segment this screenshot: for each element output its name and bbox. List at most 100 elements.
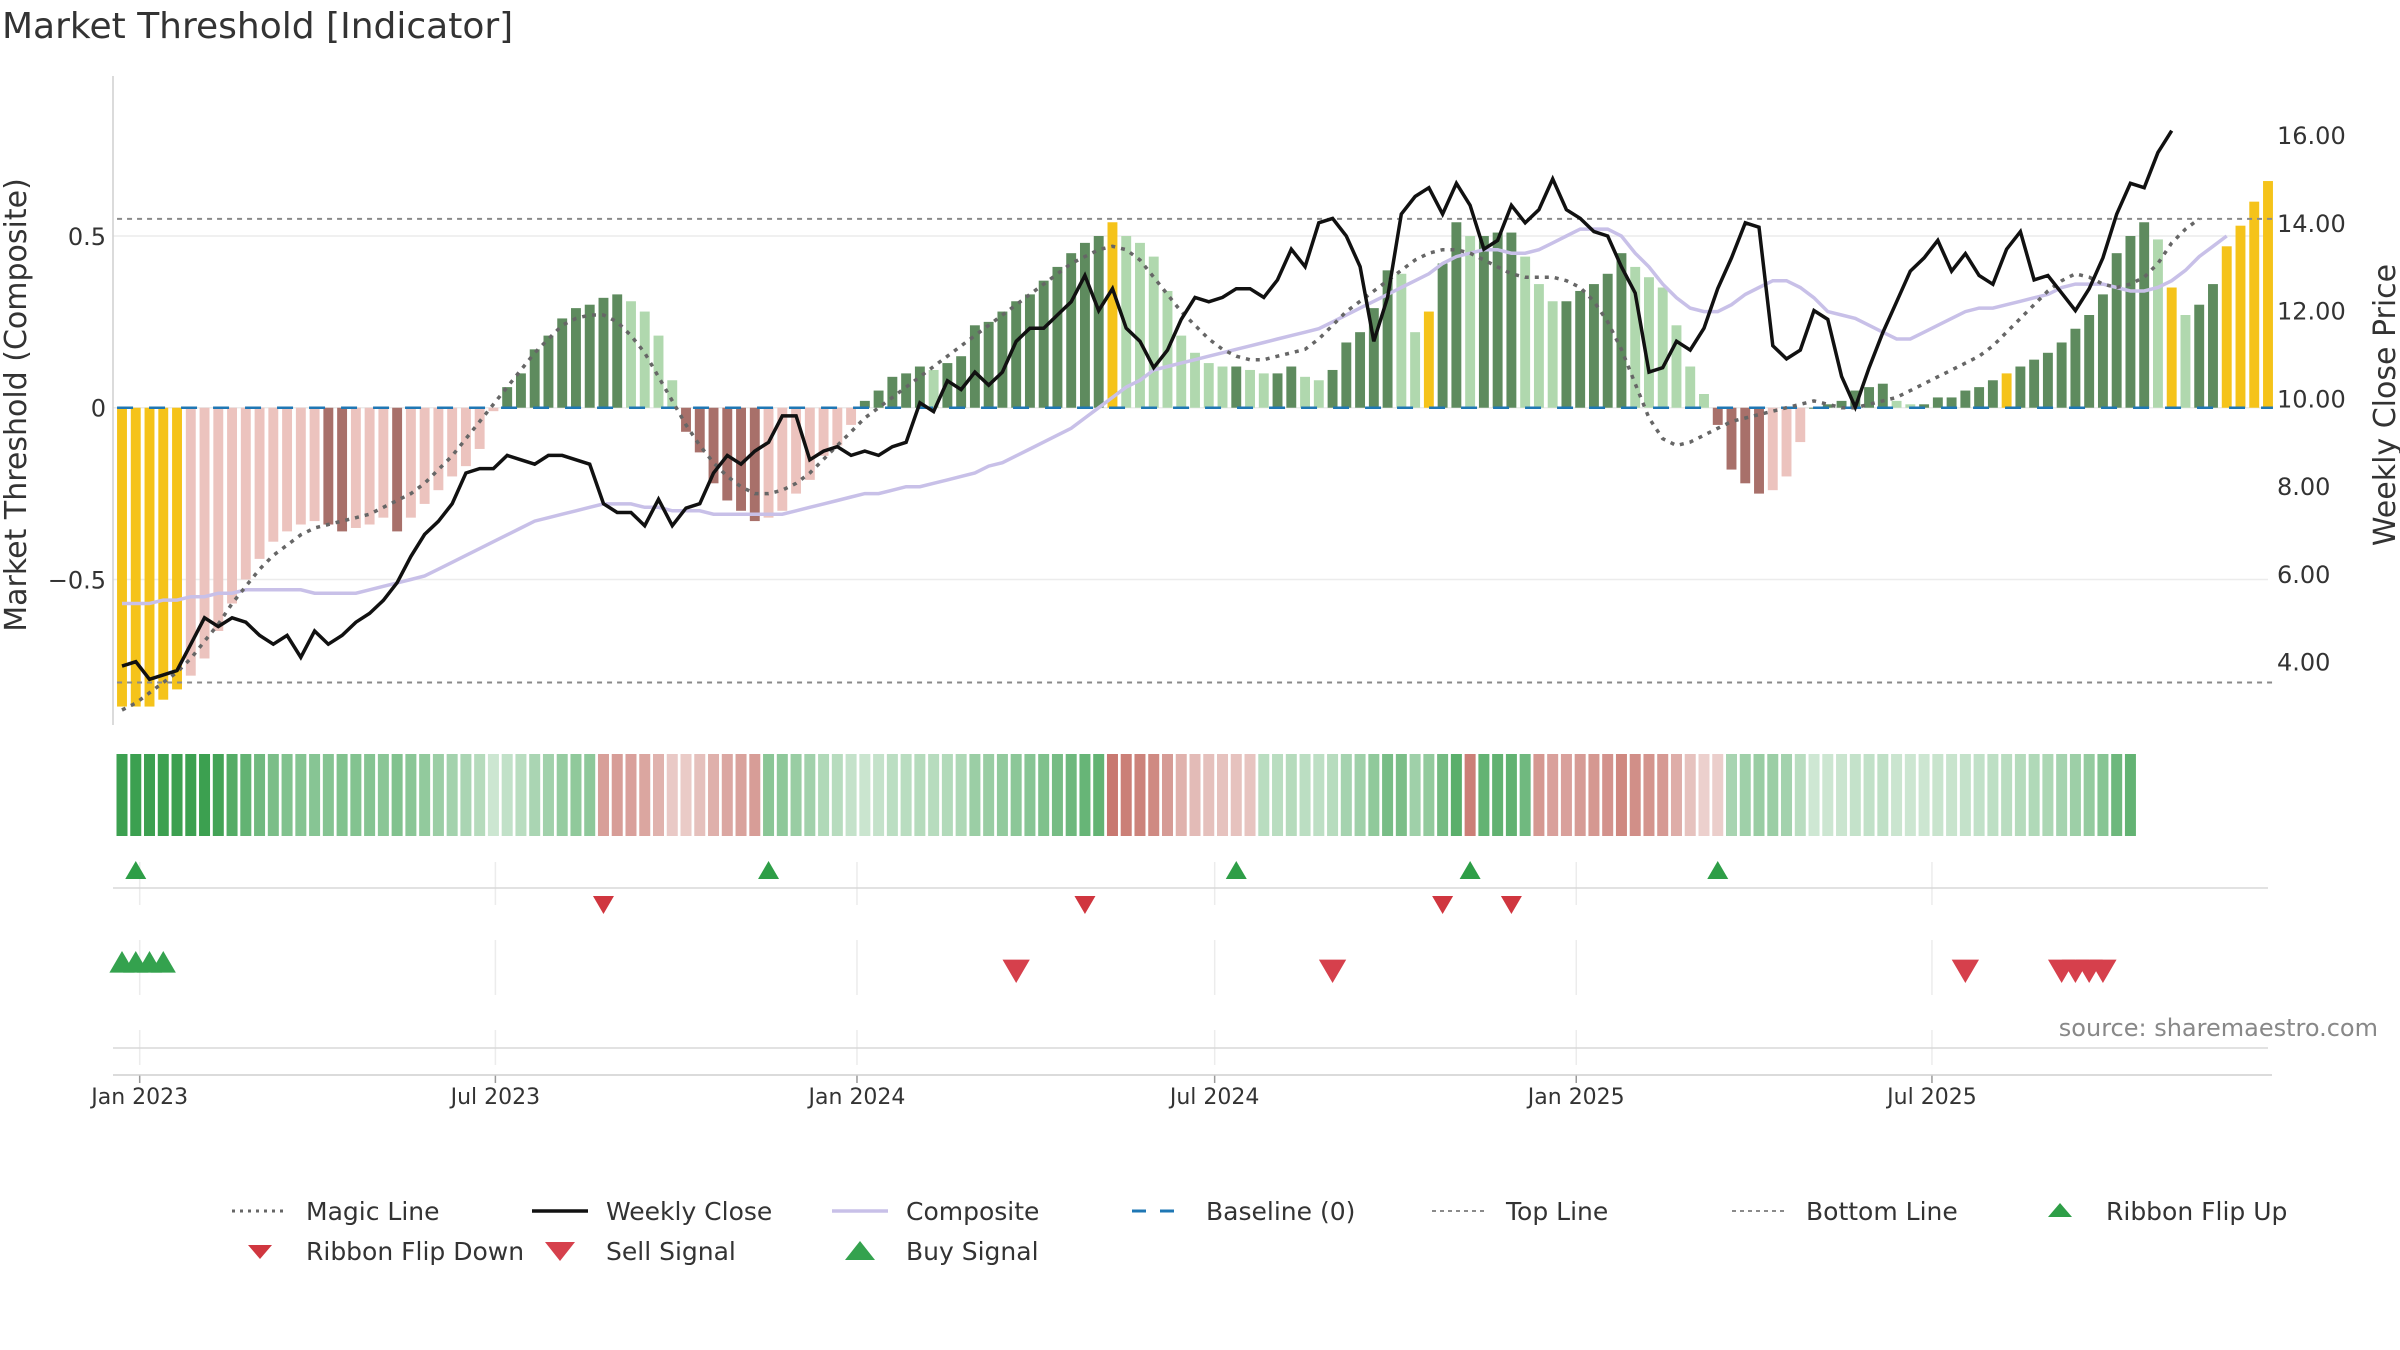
ribbon-cell	[144, 754, 156, 836]
composite-bar	[2056, 342, 2067, 408]
legend-buy-signal: Buy Signal	[830, 1235, 1130, 1267]
ribbon-cell	[1313, 754, 1325, 836]
ribbon-cell	[831, 754, 843, 836]
composite-bar	[749, 407, 760, 522]
composite-bar	[117, 407, 127, 707]
composite-bar	[1740, 407, 1751, 484]
legend-label: Magic Line	[306, 1196, 440, 1226]
composite-bar	[378, 407, 389, 518]
composite-bar	[791, 407, 802, 494]
ribbon-cell	[859, 754, 871, 836]
ribbon-cell	[584, 754, 596, 836]
ribbon-cell	[1217, 754, 1229, 836]
composite-bar	[1520, 256, 1531, 408]
ribbon-cell	[1932, 754, 1944, 836]
composite-bar	[309, 407, 320, 522]
ribbon-cell	[1533, 754, 1545, 836]
legend-label: Sell Signal	[606, 1236, 736, 1266]
composite-bar	[1341, 342, 1352, 408]
composite-bar	[529, 349, 540, 408]
ribbon-cell	[281, 754, 293, 836]
ribbon-cell	[1189, 754, 1201, 836]
composite-bar	[2263, 181, 2273, 408]
ribbon-cell	[1327, 754, 1339, 836]
ribbon-cell	[1368, 754, 1380, 836]
composite-bar	[1038, 280, 1049, 408]
x-tick-label: Jul 2025	[1885, 1085, 1977, 1110]
composite-bar	[392, 407, 403, 532]
ribbon-cell	[350, 754, 362, 836]
ribbon-cell	[2069, 754, 2081, 836]
composite-bar	[1451, 222, 1462, 408]
ribbon-cell	[460, 754, 472, 836]
composite-bar	[1148, 256, 1159, 408]
ribbon-cell	[1272, 754, 1284, 836]
triangle-up-icon	[2048, 1203, 2072, 1217]
ribbon-cell	[1904, 754, 1916, 836]
legend: Magic Line Weekly Close Composite Baseli…	[230, 1195, 2380, 1267]
ribbon-cell	[515, 754, 527, 836]
legend-label: Baseline (0)	[1206, 1196, 1356, 1226]
ribbon-cell	[309, 754, 321, 836]
composite-bar	[199, 407, 210, 659]
legend-label: Top Line	[1506, 1196, 1609, 1226]
y-left-axis-label: Market Threshold (Composite)	[0, 178, 34, 632]
ribbon-cell	[1258, 754, 1270, 836]
ribbon-cell	[1285, 754, 1297, 836]
composite-bar	[1368, 308, 1379, 408]
ribbon-cell	[1175, 754, 1187, 836]
composite-bar	[2139, 222, 2150, 408]
ribbon-cell	[1739, 754, 1751, 836]
ribbon-cell	[1877, 754, 1889, 836]
legend-magic-line: Magic Line	[230, 1195, 530, 1227]
sell-signal-marker	[1951, 959, 1980, 983]
triangle-up-icon	[845, 1241, 875, 1260]
ribbon-cell	[1849, 754, 1861, 836]
composite-bar	[543, 335, 554, 408]
composite-bar	[1190, 352, 1200, 408]
ribbon-cell	[391, 754, 403, 836]
ribbon-cell	[295, 754, 307, 836]
ribbon-cell	[1038, 754, 1050, 836]
axes	[112, 76, 2272, 1083]
ribbon-cell	[776, 754, 788, 836]
ribbon-cell	[1423, 754, 1435, 836]
composite-bar	[1987, 380, 1998, 408]
composite-bar	[804, 407, 815, 480]
ribbon-cell	[1051, 754, 1063, 836]
ribbon-cell	[680, 754, 692, 836]
composite-bar	[873, 390, 884, 408]
composite-bar	[172, 407, 182, 690]
composite-line	[122, 227, 2228, 606]
ribbon-cell	[1093, 754, 1105, 836]
legend-baseline: Baseline (0)	[1130, 1195, 1430, 1227]
composite-bar	[144, 407, 155, 707]
composite-bar	[1217, 366, 1228, 408]
composite-bar	[2152, 239, 2163, 408]
composite-bar	[1396, 273, 1407, 408]
composite-bar	[2235, 225, 2246, 408]
ribbon-cell	[1120, 754, 1132, 836]
composite-bar	[2249, 201, 2260, 408]
ribbon-cell	[1450, 754, 1462, 836]
composite-bar	[2097, 294, 2108, 408]
ribbon-cell	[487, 754, 499, 836]
composite-bar	[1877, 383, 1888, 408]
ribbon-cell	[2124, 754, 2136, 836]
ribbon-cell	[157, 754, 169, 836]
legend-top-line: Top Line	[1430, 1195, 1730, 1227]
ribbon-cell	[873, 754, 885, 836]
ribbon-flip-down-marker	[1074, 896, 1096, 914]
ribbon-cell	[652, 754, 665, 836]
composite-bar	[1795, 407, 1806, 443]
composite-bar	[1602, 273, 1613, 408]
ribbon-cell	[1203, 754, 1215, 836]
composite-bar	[1052, 266, 1063, 408]
composite-bar	[2194, 304, 2205, 408]
ribbon-cell	[1560, 754, 1572, 836]
ribbon-cell	[1602, 754, 1614, 836]
composite-bar	[914, 366, 925, 408]
composite-bar	[928, 369, 939, 408]
ribbon-flip-up-marker	[1225, 861, 1247, 879]
composite-bar	[1011, 301, 1022, 408]
